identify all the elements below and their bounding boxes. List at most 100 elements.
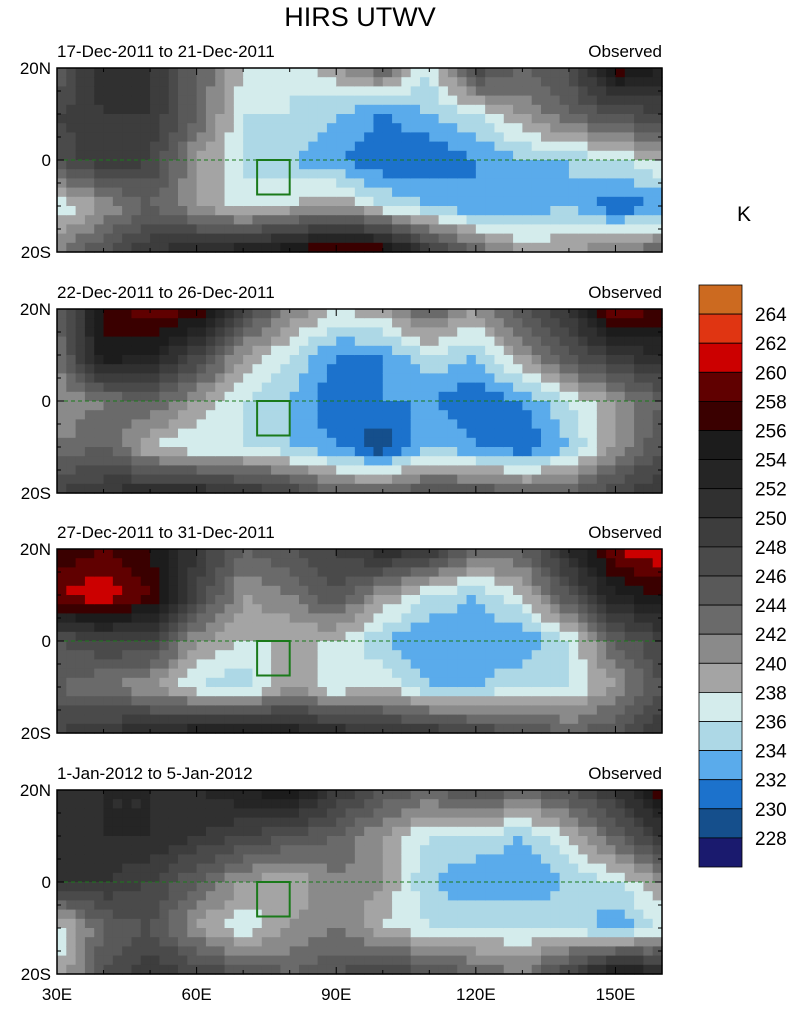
contour-cell [196, 909, 207, 920]
contour-cell [457, 401, 468, 411]
contour-cell [187, 567, 198, 578]
contour-cell [140, 233, 151, 244]
contour-cell [299, 401, 309, 411]
contour-cell [485, 714, 496, 725]
contour-cell [420, 233, 430, 244]
contour-cell [531, 447, 542, 457]
contour-cell [606, 123, 617, 133]
contour-cell [205, 345, 216, 356]
contour-cell [243, 206, 254, 216]
contour-cell [84, 428, 95, 439]
contour-cell [392, 160, 402, 170]
contour-cell [289, 233, 300, 244]
contour-cell [345, 622, 356, 633]
contour-cell [66, 946, 77, 957]
contour-cell [559, 687, 570, 697]
contour-cell [159, 123, 170, 133]
contour-cell [606, 567, 617, 578]
contour-cell [168, 714, 179, 725]
contour-cell [578, 242, 589, 253]
contour-cell [373, 373, 384, 384]
contour-cell [401, 918, 412, 929]
contour-cell [596, 95, 607, 106]
contour-cell [345, 677, 356, 688]
contour-cell [438, 705, 449, 716]
contour-cell [112, 918, 123, 929]
contour-cell [568, 141, 579, 152]
contour-cell [57, 215, 67, 225]
contour-cell [289, 826, 300, 837]
contour-cell [150, 410, 160, 420]
contour-cell [159, 373, 170, 384]
contour-cell [168, 483, 179, 494]
contour-cell [326, 659, 337, 670]
contour-cell [429, 576, 440, 587]
contour-cell [131, 549, 142, 559]
contour-cell [643, 187, 654, 198]
contour-cell [57, 567, 67, 578]
contour-cell [364, 456, 375, 466]
contour-cell [643, 483, 654, 494]
contour-cell [568, 437, 579, 448]
contour-cell [401, 668, 412, 679]
contour-cell [289, 585, 300, 596]
contour-cell [196, 309, 207, 319]
contour-cell [587, 187, 598, 198]
contour-cell [66, 95, 77, 106]
contour-cell [447, 224, 458, 235]
contour-cell [131, 318, 142, 328]
contour-cell [382, 215, 393, 225]
contour-cell [615, 206, 626, 216]
contour-cell [122, 373, 133, 384]
contour-cell [289, 132, 300, 143]
contour-cell [215, 808, 226, 819]
contour-cell [326, 410, 337, 420]
contour-cell [457, 382, 468, 393]
contour-cell [66, 391, 77, 402]
contour-cell [224, 677, 235, 688]
contour-cell [596, 224, 607, 235]
contour-cell [475, 419, 486, 430]
contour-cell [382, 659, 393, 670]
contour-cell [568, 456, 579, 466]
contour-cell [634, 714, 644, 725]
contour-cell [494, 196, 505, 207]
contour-cell [457, 233, 468, 244]
contour-cell [624, 483, 635, 494]
contour-cell [503, 391, 514, 402]
contour-cell [57, 123, 67, 133]
contour-cell [373, 68, 384, 78]
contour-cell [345, 946, 356, 957]
contour-cell [159, 242, 170, 253]
contour-cell [196, 677, 207, 688]
contour-cell [57, 882, 67, 892]
contour-cell [317, 946, 328, 957]
contour-cell [466, 955, 477, 966]
contour-cell [122, 401, 133, 411]
contour-cell [354, 918, 365, 929]
contour-cell [159, 613, 170, 624]
contour-cell [112, 687, 123, 697]
contour-cell [215, 705, 226, 716]
contour-cell [94, 549, 105, 559]
contour-cell [317, 714, 328, 725]
contour-cell [494, 419, 505, 430]
contour-cell [140, 687, 151, 697]
contour-cell [224, 891, 235, 901]
contour-cell [326, 483, 337, 494]
contour-cell [233, 465, 244, 476]
contour-cell [280, 233, 291, 244]
contour-cell [401, 863, 412, 874]
contour-cell [94, 242, 105, 253]
contour-cell [131, 891, 142, 901]
contour-cell [178, 790, 188, 800]
contour-cell [587, 373, 598, 384]
contour-cell [215, 123, 226, 133]
contour-cell [224, 178, 235, 189]
contour-cell [84, 595, 95, 605]
contour-cell [252, 714, 263, 725]
panel-3-title: 27-Dec-2011 to 31-Dec-2011 [57, 523, 275, 542]
contour-cell [196, 918, 207, 929]
contour-cell [382, 196, 393, 207]
contour-cell [392, 419, 402, 430]
